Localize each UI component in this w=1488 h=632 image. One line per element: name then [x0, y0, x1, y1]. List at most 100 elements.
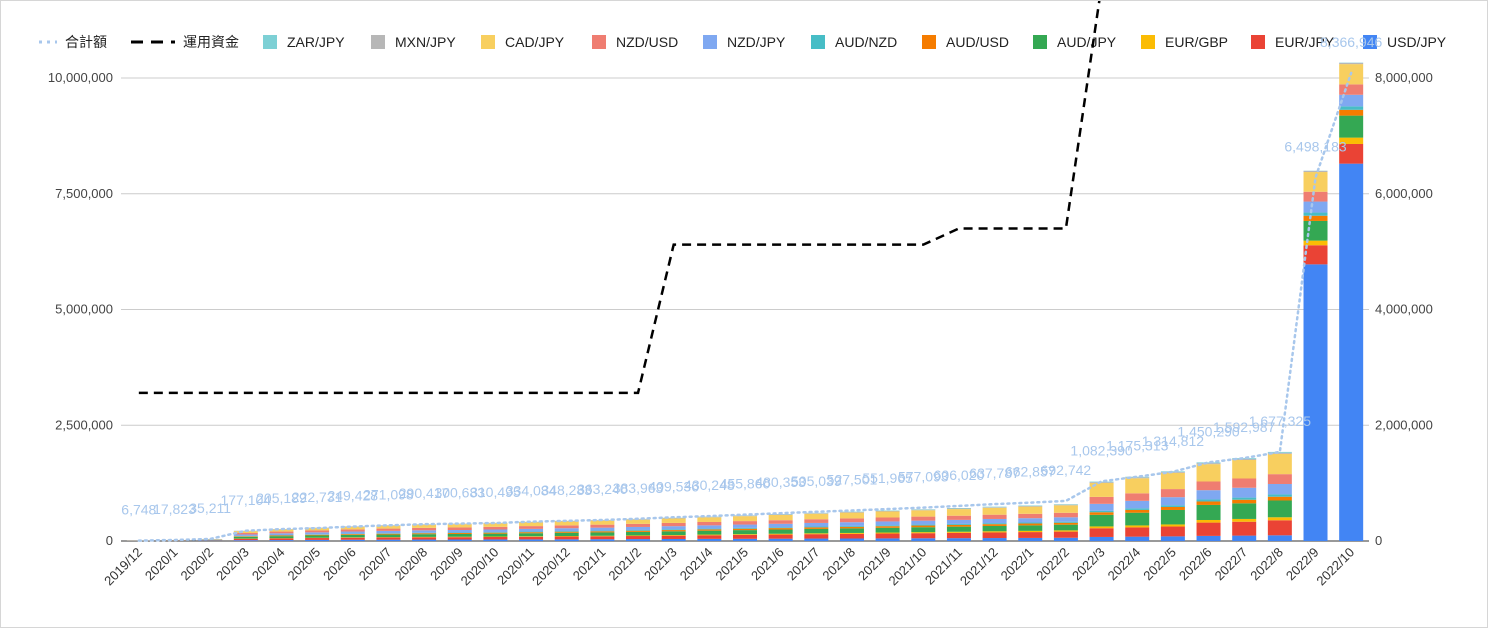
bar-segment [1090, 497, 1114, 504]
bar-segment [1232, 460, 1256, 479]
bar-segment [804, 527, 828, 529]
bar-segment [519, 532, 543, 533]
x-axis: 2019/122020/12020/22020/32020/42020/5202… [101, 545, 1357, 589]
bar-segment [1232, 503, 1256, 519]
bar-segment [555, 537, 579, 540]
bar-segment [519, 539, 543, 541]
bar-segment [876, 521, 900, 525]
bar-segment [840, 513, 864, 519]
bar-segment [1304, 171, 1328, 172]
bar-segment [733, 521, 757, 524]
bar-segment [1054, 530, 1078, 531]
bar-segment [448, 534, 472, 537]
bar-segment [1090, 526, 1114, 528]
bar-segment [662, 529, 686, 530]
bar-segment [733, 529, 757, 530]
bar-segment [269, 538, 293, 540]
bar-segment [1018, 531, 1042, 532]
category-label: 2021/3 [641, 545, 680, 584]
bar-segment [1232, 536, 1256, 541]
bar-segment [1339, 110, 1363, 116]
bar-segment [341, 529, 365, 531]
bar-segment [769, 515, 793, 520]
bar-segment [1054, 523, 1078, 525]
bar-segment [733, 539, 757, 541]
category-label: 2021/1 [570, 545, 609, 584]
bar-segment [1268, 494, 1292, 496]
bar-segment [983, 519, 1007, 523]
bar-segment [1232, 478, 1256, 487]
bar-segment [483, 534, 507, 537]
bar-segment [697, 517, 721, 522]
bar-segment [483, 530, 507, 533]
bar-segment [590, 536, 614, 537]
bar-segment [876, 534, 900, 539]
bar-segment [983, 532, 1007, 538]
bar-segment [412, 540, 436, 541]
lines [139, 1, 1351, 541]
category-label: 2020/11 [494, 545, 537, 588]
category-label: 2022/3 [1069, 545, 1108, 584]
legend-label: CAD/JPY [505, 34, 565, 50]
bar-segment [555, 533, 579, 536]
bar-segment [733, 534, 757, 535]
bar-segment [804, 523, 828, 527]
bar-segment [1090, 504, 1114, 511]
category-label: 2021/6 [748, 545, 787, 584]
bar-segment [1125, 527, 1149, 536]
bar-segment [804, 529, 828, 533]
bar-segment [983, 508, 1007, 515]
bar-segment [804, 514, 828, 519]
bar-segment [1197, 520, 1221, 523]
bar-segment [1232, 498, 1256, 500]
bar-segment [1161, 497, 1185, 505]
bar-segment [269, 532, 293, 534]
bar-segment [769, 534, 793, 535]
bar-segment [947, 520, 971, 524]
bar-segment [947, 532, 971, 533]
bar-segment [1018, 532, 1042, 538]
category-label: 2020/12 [529, 545, 573, 589]
right-tick-label: 8,000,000 [1375, 70, 1433, 85]
bar-segment [947, 538, 971, 541]
bar-segment [1197, 490, 1221, 499]
bar-segment [1125, 493, 1149, 501]
bar-segment [911, 538, 935, 541]
category-label: 2022/1 [998, 545, 1037, 584]
bar-segment [876, 538, 900, 541]
bar-segment [483, 539, 507, 541]
bar-segment [590, 536, 614, 539]
bar-segment [376, 534, 400, 535]
legend-label: 合計額 [65, 34, 107, 50]
bar-segment [1304, 216, 1328, 221]
right-tick-label: 2,000,000 [1375, 417, 1433, 432]
legend-label: NZD/JPY [727, 34, 786, 50]
category-label: 2022/2 [1033, 545, 1072, 584]
bar-segment [1268, 474, 1292, 484]
bar-segment [804, 539, 828, 541]
bar-segment [697, 529, 721, 530]
category-label: 2020/4 [249, 545, 288, 584]
bar-segment [1125, 508, 1149, 510]
bar-segment [626, 527, 650, 530]
bar-segment [1054, 525, 1078, 531]
bar-segment [769, 524, 793, 527]
bar-segment [911, 526, 935, 528]
bar-segment [1339, 164, 1363, 541]
category-label: 2022/10 [1313, 545, 1357, 589]
category-label: 2021/4 [677, 545, 716, 584]
bar-segment [1018, 507, 1042, 514]
bar-segment [1304, 202, 1328, 213]
total-data-label: 1,677,325 [1249, 413, 1311, 429]
bar-segment [555, 531, 579, 532]
legend-swatch [703, 35, 717, 49]
left-tick-label: 0 [106, 533, 113, 548]
bar-segment [876, 533, 900, 534]
bar-segment [519, 532, 543, 533]
bar-segment [1161, 524, 1185, 526]
bar-segment [911, 510, 935, 511]
bar-segment [733, 516, 757, 521]
